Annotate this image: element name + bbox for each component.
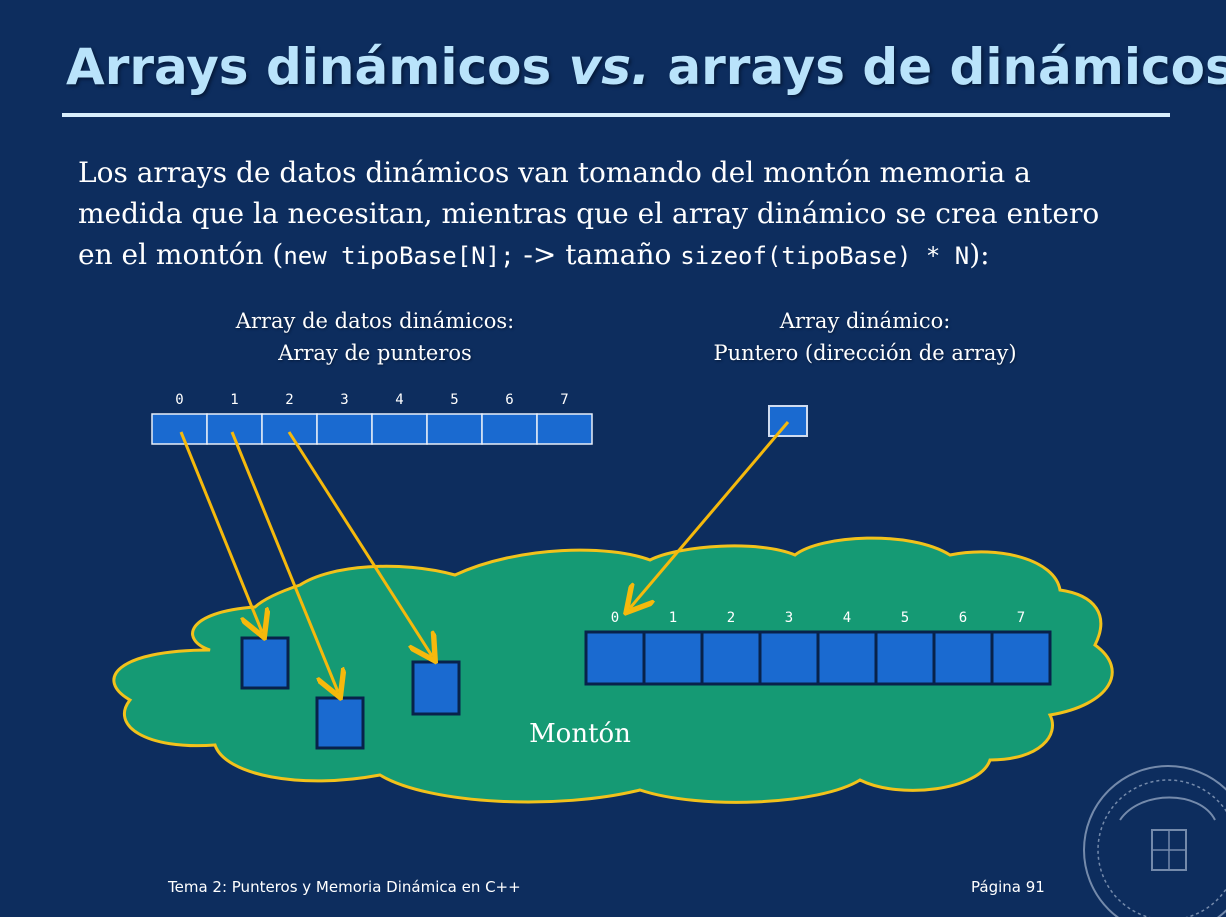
footer-left: Tema 2: Punteros y Memoria Dinámica en C…	[168, 878, 521, 896]
left-caption-line1: Array de datos dinámicos:	[235, 309, 515, 333]
pointer-array-index-5: 5	[450, 392, 458, 408]
arrow-ptr1	[230, 431, 338, 692]
heap-array-index-3: 3	[785, 610, 793, 626]
pointer-array-index-0: 0	[175, 392, 183, 408]
body-line-3-b: -> tamaño	[514, 238, 681, 271]
heap-array-index-0: 0	[611, 610, 619, 626]
body-line-1: Los arrays de datos dinámicos van tomand…	[78, 156, 1031, 189]
heap-label: Montón	[529, 719, 631, 749]
pointer-array: 0 1 2 3 4 5 6 7	[151, 392, 593, 445]
heap-array-index-5: 5	[901, 610, 909, 626]
pointer-array-index-3: 3	[340, 392, 348, 408]
body-line-3-a: en el montón (	[78, 238, 284, 271]
pointer-array-cell-0	[151, 413, 208, 445]
pointer-array-cell-5	[426, 413, 483, 445]
heap-array-cell-2	[700, 630, 762, 686]
body-line-2: medida que la necesitan, mientras que el…	[78, 197, 1100, 230]
title-part1: Arrays dinámicos	[66, 38, 569, 96]
heap-array-index-1: 1	[669, 610, 677, 626]
heap-array-cell-1	[642, 630, 704, 686]
right-caption-line2: Puntero (dirección de array)	[713, 341, 1017, 365]
pointer-array-cell-4	[371, 413, 428, 445]
title-part2: arrays de dinámicos	[650, 38, 1226, 96]
pointer-array-index-4: 4	[395, 392, 403, 408]
body-line-3: en el montón (new tipoBase[N]; -> tamaño…	[78, 234, 1178, 277]
heap-block-0	[240, 636, 290, 690]
heap-array-cell-6	[932, 630, 994, 686]
heap-array-index-2: 2	[727, 610, 735, 626]
heap-array: 0 1 2 3 4 5 6 7	[584, 610, 1052, 686]
title-vs: vs.	[568, 38, 650, 96]
right-caption-line1: Array dinámico:	[779, 309, 951, 333]
pointer-array-cell-2	[261, 413, 318, 445]
pointer-array-index-1: 1	[230, 392, 238, 408]
pointer-array-index-6: 6	[505, 392, 513, 408]
heap-array-cell-4	[816, 630, 878, 686]
heap-array-index-6: 6	[959, 610, 967, 626]
heap-array-index-4: 4	[843, 610, 851, 626]
pointer-array-cell-7	[536, 413, 593, 445]
heap-array-cell-3	[758, 630, 820, 686]
heap-array-cell-5	[874, 630, 936, 686]
footer-right: Página 91	[971, 878, 1045, 896]
heap-array-index-7: 7	[1017, 610, 1025, 626]
arrow-ptr2	[287, 431, 432, 656]
university-seal-icon	[1083, 765, 1226, 917]
left-caption-line2: Array de punteros	[278, 341, 472, 365]
slide-title: Arrays dinámicos vs. arrays de dinámicos	[66, 38, 1226, 96]
heap-array-cell-7	[990, 630, 1052, 686]
body-line-3-c: ):	[969, 238, 990, 271]
array-pointer-cell	[768, 405, 808, 437]
title-rule	[62, 113, 1170, 117]
code-sizeof: sizeof(tipoBase) * N	[680, 242, 970, 270]
slide-body: Los arrays de datos dinámicos van tomand…	[78, 152, 1178, 277]
arrow-array-pointer	[630, 421, 790, 608]
pointer-array-cell-6	[481, 413, 538, 445]
pointer-array-index-7: 7	[560, 392, 568, 408]
left-caption: Array de datos dinámicos: Array de punte…	[200, 305, 550, 369]
pointer-array-cell-3	[316, 413, 373, 445]
heap-array-cell-0	[584, 630, 646, 686]
code-new-tipobase: new tipoBase[N];	[283, 242, 515, 270]
heap-block-1	[315, 696, 365, 750]
pointer-array-index-2: 2	[285, 392, 293, 408]
right-caption: Array dinámico: Puntero (dirección de ar…	[680, 305, 1050, 369]
heap-block-2	[411, 660, 461, 716]
arrow-ptr0	[179, 431, 262, 632]
